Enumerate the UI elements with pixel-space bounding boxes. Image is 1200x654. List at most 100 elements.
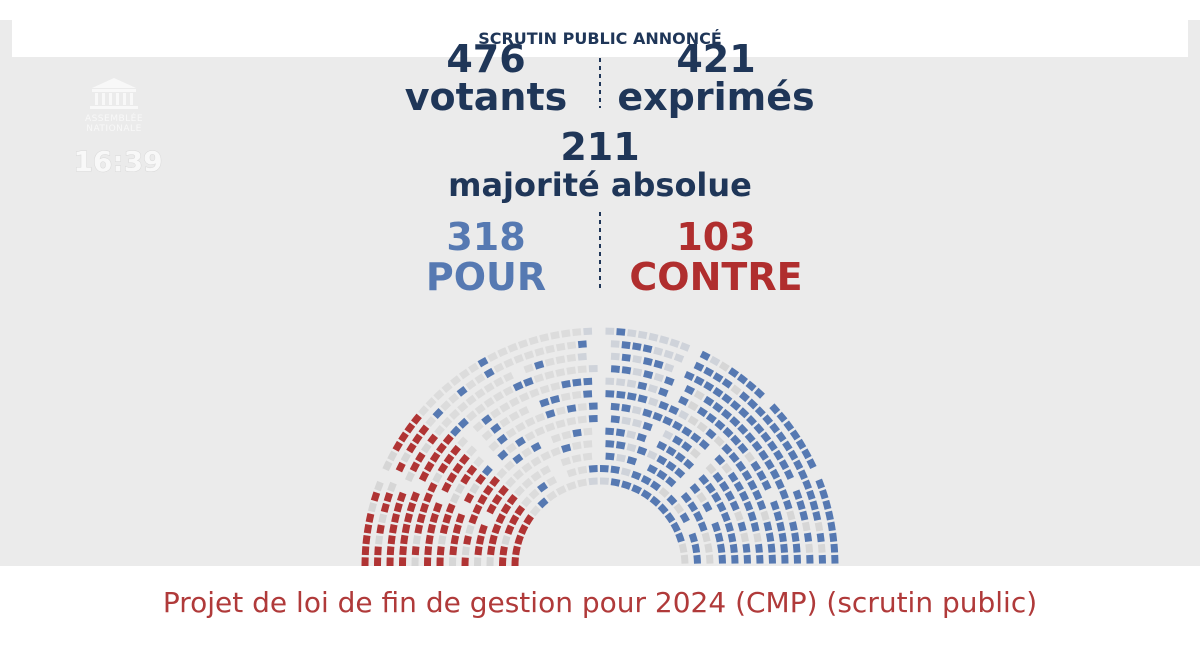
seat: [440, 400, 452, 412]
seat: [729, 543, 738, 554]
seat: [722, 426, 734, 438]
seat: [825, 510, 834, 521]
seat: [482, 484, 494, 496]
seat: [769, 403, 781, 415]
seat: [497, 347, 508, 358]
seat: [721, 378, 733, 389]
seat: [829, 532, 838, 542]
seat: [770, 500, 780, 511]
seat: [753, 532, 762, 543]
seat: [767, 440, 778, 452]
seat: [474, 403, 486, 415]
seat: [425, 416, 437, 428]
seat: [705, 482, 716, 494]
seat: [693, 361, 705, 372]
seat: [505, 442, 517, 454]
seat: [690, 432, 702, 444]
logo-base: [90, 106, 138, 109]
seat: [432, 502, 443, 513]
seat: [404, 471, 415, 483]
seat: [674, 467, 686, 479]
seat: [659, 335, 670, 345]
seat: [696, 421, 708, 433]
seat: [643, 370, 654, 379]
seat: [566, 481, 577, 491]
seat: [780, 543, 788, 553]
seat: [504, 460, 515, 472]
seat: [610, 365, 621, 373]
seat: [787, 449, 799, 461]
seat: [375, 535, 384, 545]
seat: [521, 462, 533, 473]
seat: [621, 480, 632, 490]
seat: [735, 460, 747, 472]
seat: [687, 400, 699, 412]
seat: [365, 513, 375, 523]
contre-count: 103: [676, 215, 755, 259]
seat: [450, 444, 461, 456]
seat: [521, 447, 533, 458]
seat: [605, 390, 615, 398]
seat: [761, 479, 772, 491]
seat: [442, 433, 454, 446]
seat: [459, 453, 470, 465]
seat: [436, 442, 447, 454]
seat: [621, 353, 631, 362]
seat: [488, 534, 498, 545]
seat: [386, 546, 395, 556]
seat: [445, 503, 456, 514]
seat: [664, 512, 676, 524]
seat: [566, 404, 577, 413]
seat: [741, 469, 753, 481]
seat: [713, 435, 725, 447]
seat: [539, 384, 550, 395]
seat: [483, 382, 495, 393]
seat: [483, 397, 495, 408]
seat: [561, 430, 572, 440]
seat: [423, 492, 433, 503]
seat: [696, 491, 707, 503]
header-bar: [12, 20, 1188, 57]
seat: [517, 339, 529, 349]
seat: [753, 423, 765, 435]
seat: [571, 454, 582, 463]
seat: [571, 391, 582, 400]
seat: [361, 546, 370, 556]
seat: [491, 493, 503, 506]
seat: [665, 460, 677, 472]
seat: [476, 534, 485, 545]
seat: [429, 451, 441, 463]
seat: [572, 328, 582, 337]
seat: [662, 429, 674, 441]
seat: [637, 394, 648, 404]
seat: [412, 433, 423, 445]
seat: [648, 332, 659, 342]
seat: [577, 465, 588, 475]
seat: [769, 468, 781, 480]
seat: [744, 432, 756, 444]
seat: [582, 452, 593, 461]
seat: [778, 459, 790, 471]
seat: [539, 333, 550, 343]
seat: [583, 427, 593, 436]
seat: [687, 415, 699, 427]
seat: [363, 523, 373, 534]
exprimes-count: 421: [676, 37, 755, 81]
seat: [632, 367, 643, 377]
seat: [736, 373, 748, 385]
seat: [745, 380, 757, 392]
seat: [642, 421, 653, 432]
seat: [738, 391, 750, 403]
seat: [455, 513, 466, 524]
seat: [433, 389, 445, 401]
seat: [791, 532, 800, 542]
seat: [718, 480, 730, 492]
seat: [438, 535, 447, 545]
seat: [498, 485, 509, 497]
seat: [678, 395, 689, 406]
seat: [555, 485, 567, 496]
seat: [514, 436, 526, 448]
seat: [425, 397, 437, 409]
seat: [610, 402, 620, 411]
